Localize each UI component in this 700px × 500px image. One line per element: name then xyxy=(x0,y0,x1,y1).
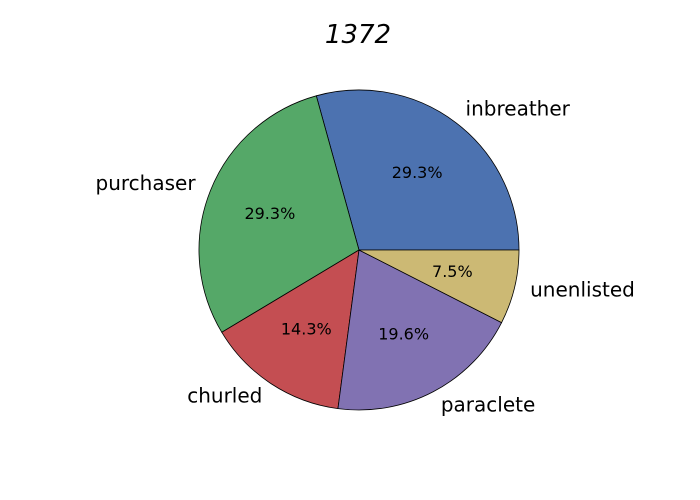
chart-title: 1372 xyxy=(325,20,391,50)
pie-slices xyxy=(198,89,520,411)
pie-slice-inbreather xyxy=(315,89,520,251)
slice-label-purchaser: purchaser xyxy=(96,171,197,195)
slice-label-paraclete: paraclete xyxy=(441,392,535,416)
pct-label-churled: 14.3% xyxy=(281,320,332,339)
pct-label-unenlisted: 7.5% xyxy=(432,262,473,281)
pct-label-inbreather: 29.3% xyxy=(392,163,443,182)
pie-slice-churled xyxy=(221,249,360,410)
pie-slice-purchaser xyxy=(198,95,360,333)
pie-labels: inbreather 29.3% purchaser 29.3% churled 14.3… xyxy=(96,96,635,416)
slice-label-unenlisted: unenlisted xyxy=(530,278,635,302)
pct-label-paraclete: 19.6% xyxy=(378,324,429,343)
pie-slice-unenlisted xyxy=(358,249,520,324)
slice-label-churled: churled xyxy=(187,384,262,408)
slice-label-inbreather: inbreather xyxy=(466,96,571,120)
pie-slice-paraclete xyxy=(337,249,503,411)
pct-label-purchaser: 29.3% xyxy=(244,204,295,223)
